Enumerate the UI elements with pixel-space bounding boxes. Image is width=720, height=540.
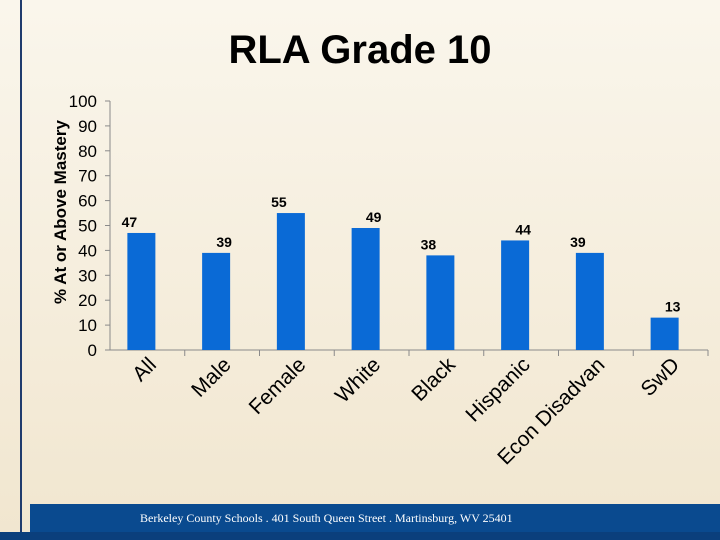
footer-address: Berkeley County Schools . 401 South Quee… — [30, 504, 720, 532]
category-label-3: White — [331, 353, 385, 407]
axes — [105, 100, 709, 356]
bar-1 — [202, 252, 231, 350]
y-tick-label: 50 — [78, 217, 97, 236]
y-tick-label: 90 — [78, 117, 97, 136]
bar-3 — [351, 227, 380, 350]
y-tick-label: 80 — [78, 142, 97, 161]
bar-5 — [501, 240, 530, 350]
bar-6 — [575, 252, 604, 350]
y-tick-label: 60 — [78, 192, 97, 211]
data-label-1: 39 — [216, 234, 232, 250]
y-axis-title-group: % At or Above Mastery — [51, 120, 70, 304]
category-label-2: Female — [245, 353, 311, 419]
bars — [127, 213, 679, 350]
y-axis-title: % At or Above Mastery — [51, 120, 70, 304]
data-label-2: 55 — [271, 194, 287, 210]
data-label-4: 38 — [421, 236, 437, 252]
left-border-rule — [20, 0, 22, 540]
bar-0 — [127, 232, 156, 350]
data-label-5: 44 — [515, 221, 531, 237]
chart-title: RLA Grade 10 — [228, 28, 492, 72]
bar-chart: % At or Above Mastery 0 10 20 30 40 50 60 70 80 9… — [51, 92, 709, 469]
bar-7 — [650, 317, 679, 350]
category-label-0: All — [128, 353, 161, 386]
y-tick-labels: 0 10 20 30 40 50 60 70 80 90 100 — [69, 92, 97, 360]
data-label-0: 47 — [122, 214, 138, 230]
category-label-7: SwD — [637, 353, 685, 401]
bar-2 — [276, 213, 305, 350]
data-labels: 47 39 55 49 38 44 39 13 — [122, 194, 681, 315]
y-tick-label: 40 — [78, 241, 97, 260]
data-label-3: 49 — [366, 209, 382, 225]
y-tick-label: 0 — [88, 341, 97, 360]
y-tick-label: 70 — [78, 167, 97, 186]
y-tick-label: 10 — [78, 316, 97, 335]
data-label-7: 13 — [665, 299, 681, 315]
y-tick-label: 20 — [78, 291, 97, 310]
category-label-4: Black — [407, 353, 460, 406]
category-label-5: Hispanic — [461, 353, 534, 426]
bar-4 — [426, 255, 455, 350]
data-label-6: 39 — [570, 234, 586, 250]
footer-band — [0, 532, 720, 540]
category-label-1: Male — [187, 353, 235, 401]
y-tick-label: 100 — [69, 92, 97, 111]
y-tick-label: 30 — [78, 266, 97, 285]
